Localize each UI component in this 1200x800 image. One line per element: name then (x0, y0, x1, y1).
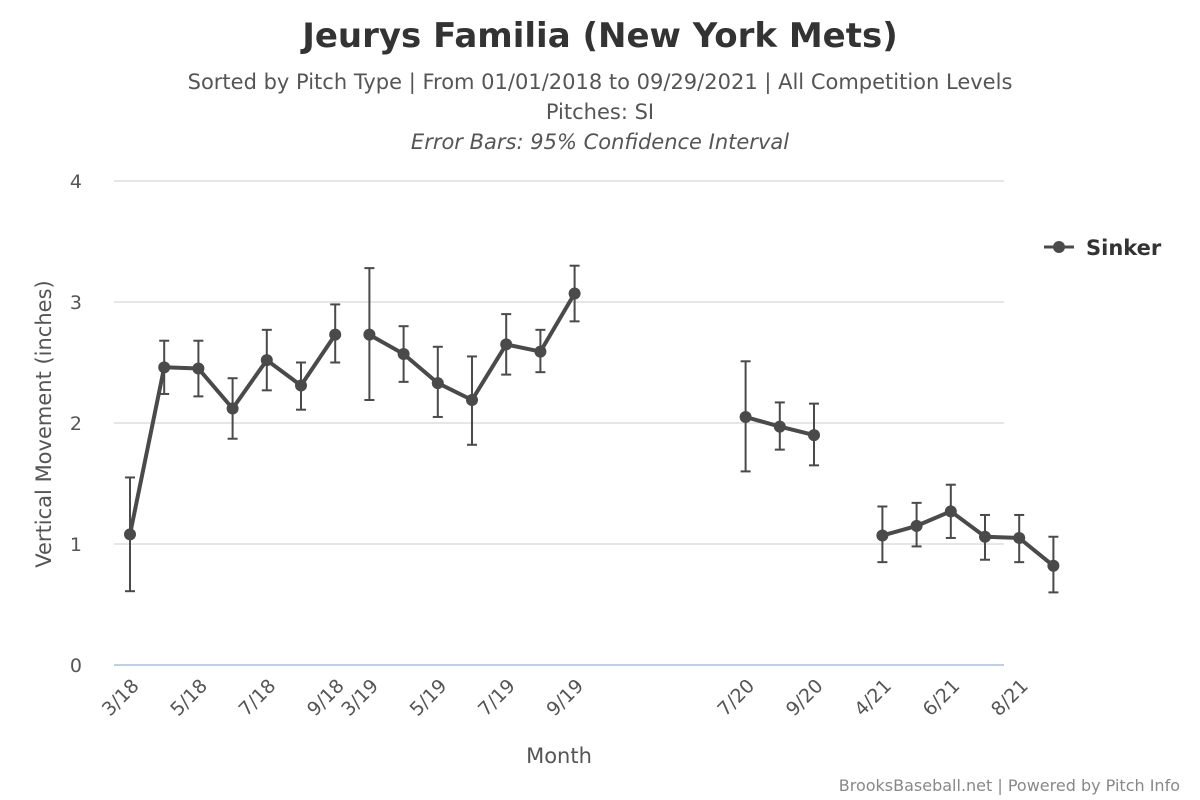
data-point (773, 420, 786, 433)
legend-dot-marker (1053, 241, 1065, 253)
x-tick-label: 7/20 (713, 675, 759, 721)
data-point (944, 505, 957, 518)
x-tick-label: 9/18 (303, 675, 349, 721)
legend-label-sinker: Sinker (1086, 236, 1162, 260)
data-point (397, 348, 410, 361)
data-point (431, 377, 444, 390)
x-tick-label: 6/21 (919, 675, 965, 721)
x-axis-title: Month (526, 744, 592, 768)
data-point (192, 362, 205, 375)
y-axis-title: Vertical Movement (inches) (32, 280, 56, 567)
x-tick-label: 3/18 (98, 675, 144, 721)
chart-subtitle-pitches: Pitches: SI (546, 100, 654, 124)
data-point (295, 379, 307, 392)
series-sinker (124, 264, 1060, 594)
data-point (568, 287, 581, 300)
data-point (808, 429, 820, 442)
data-point (910, 519, 923, 532)
y-tick-label: 4 (70, 171, 82, 193)
data-point (1047, 559, 1060, 572)
x-tick-label: 4/21 (850, 675, 896, 721)
data-point (363, 328, 376, 341)
data-point (500, 338, 513, 351)
data-point (226, 402, 239, 415)
chart-title: Jeurys Familia (New York Mets) (300, 16, 898, 56)
y-tick-label: 2 (70, 413, 82, 435)
data-point (1013, 531, 1026, 544)
y-tick-label: 0 (70, 655, 82, 677)
legend-item-sinker[interactable]: Sinker (1044, 236, 1162, 260)
x-tick-label: 5/19 (406, 675, 452, 721)
x-tick-label: 9/19 (542, 675, 588, 721)
chart-subtitle-error-bars: Error Bars: 95% Confidence Interval (411, 130, 789, 154)
x-tick-label: 7/18 (235, 675, 281, 721)
data-point (329, 328, 342, 341)
data-point (534, 345, 547, 358)
data-point (979, 530, 991, 543)
data-point (739, 410, 752, 423)
data-point (124, 528, 136, 541)
chart-subtitle-range: Sorted by Pitch Type | From 01/01/2018 t… (188, 70, 1013, 95)
y-tick-label: 3 (70, 292, 82, 314)
x-tick-label: 9/20 (782, 675, 828, 721)
data-point (260, 354, 273, 367)
data-point (876, 529, 889, 542)
x-tick-label: 3/19 (337, 675, 383, 721)
y-tick-label: 1 (70, 534, 82, 556)
y-axis-ticks: 0 1 2 3 4 (70, 171, 82, 677)
grid-layer (114, 180, 1004, 666)
data-point (158, 361, 171, 374)
x-axis-ticks: 3/18 5/18 7/18 9/183/19 5/19 7/19 9/19 7/20 9/20… (98, 675, 1033, 721)
chart-credits[interactable]: BrooksBaseball.net | Powered by Pitch In… (839, 776, 1180, 795)
x-tick-label: 5/18 (166, 675, 212, 721)
x-tick-label: 7/19 (474, 675, 520, 721)
x-tick-label: 8/21 (987, 675, 1033, 721)
series-line-segment (881, 509, 1055, 568)
data-point (466, 394, 478, 407)
